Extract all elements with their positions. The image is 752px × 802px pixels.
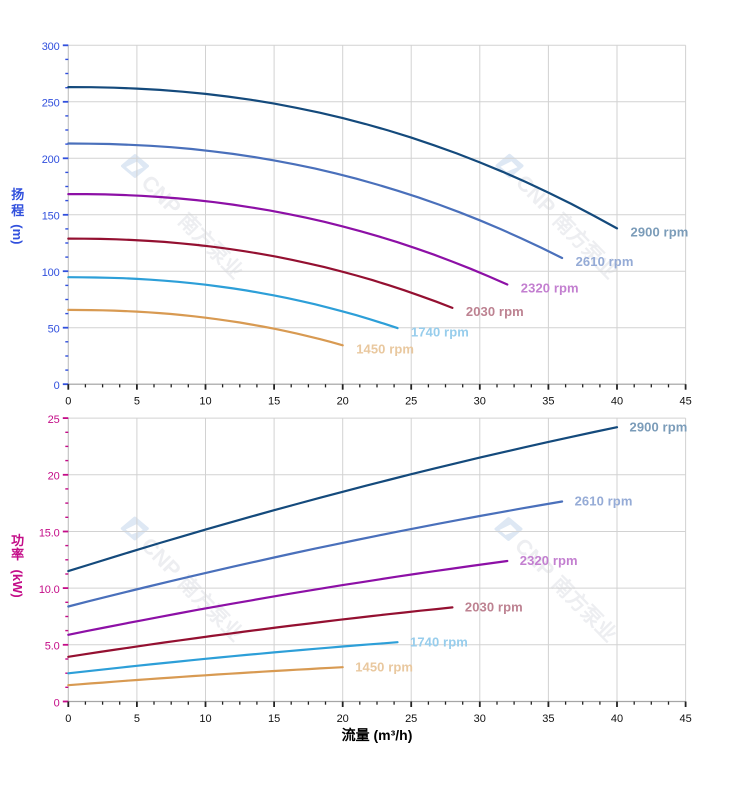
svg-text:(m): (m) bbox=[10, 224, 25, 244]
svg-text:25: 25 bbox=[405, 396, 417, 408]
svg-text:30: 30 bbox=[474, 396, 486, 408]
svg-text:0: 0 bbox=[54, 697, 60, 709]
svg-text:1740 rpm: 1740 rpm bbox=[410, 634, 468, 649]
svg-text:流量 (m³/h): 流量 (m³/h) bbox=[342, 727, 413, 743]
svg-text:20: 20 bbox=[48, 471, 60, 483]
svg-text:200: 200 bbox=[42, 154, 60, 166]
svg-text:0: 0 bbox=[65, 713, 71, 725]
svg-text:功: 功 bbox=[11, 533, 24, 548]
svg-text:2900 rpm: 2900 rpm bbox=[631, 225, 689, 240]
svg-text:扬: 扬 bbox=[11, 187, 24, 202]
svg-text:1450 rpm: 1450 rpm bbox=[356, 342, 414, 357]
svg-text:40: 40 bbox=[611, 396, 623, 408]
svg-text:15: 15 bbox=[268, 396, 280, 408]
svg-text:15: 15 bbox=[268, 713, 280, 725]
svg-text:50: 50 bbox=[48, 324, 60, 336]
svg-text:0: 0 bbox=[65, 396, 71, 408]
svg-text:45: 45 bbox=[679, 713, 691, 725]
svg-text:(kW): (kW) bbox=[10, 570, 25, 598]
svg-text:5: 5 bbox=[134, 396, 140, 408]
svg-text:5: 5 bbox=[134, 713, 140, 725]
svg-text:45: 45 bbox=[679, 396, 691, 408]
svg-text:100: 100 bbox=[42, 267, 60, 279]
svg-text:10: 10 bbox=[199, 396, 211, 408]
svg-text:程: 程 bbox=[11, 203, 24, 218]
svg-text:20: 20 bbox=[337, 396, 349, 408]
svg-text:2320 rpm: 2320 rpm bbox=[520, 553, 578, 568]
svg-text:300: 300 bbox=[42, 41, 60, 53]
svg-text:1450 rpm: 1450 rpm bbox=[355, 659, 413, 674]
svg-text:2610 rpm: 2610 rpm bbox=[575, 494, 633, 509]
svg-text:0: 0 bbox=[54, 380, 60, 392]
svg-text:5.0: 5.0 bbox=[45, 641, 60, 653]
svg-text:40: 40 bbox=[611, 713, 623, 725]
svg-text:250: 250 bbox=[42, 98, 60, 110]
svg-text:2610 rpm: 2610 rpm bbox=[576, 254, 634, 269]
svg-text:2030 rpm: 2030 rpm bbox=[465, 600, 523, 615]
svg-text:30: 30 bbox=[474, 713, 486, 725]
svg-text:20: 20 bbox=[337, 713, 349, 725]
svg-text:35: 35 bbox=[542, 713, 554, 725]
svg-text:率: 率 bbox=[11, 547, 24, 562]
svg-text:1740 rpm: 1740 rpm bbox=[411, 324, 469, 339]
svg-text:2900 rpm: 2900 rpm bbox=[630, 419, 688, 434]
svg-text:150: 150 bbox=[42, 211, 60, 223]
svg-text:25: 25 bbox=[405, 713, 417, 725]
svg-text:35: 35 bbox=[542, 396, 554, 408]
svg-text:2030 rpm: 2030 rpm bbox=[466, 304, 524, 319]
svg-text:15.0: 15.0 bbox=[39, 527, 60, 539]
svg-text:2320 rpm: 2320 rpm bbox=[521, 281, 579, 296]
svg-text:25: 25 bbox=[48, 414, 60, 426]
svg-text:10.0: 10.0 bbox=[39, 584, 60, 596]
svg-text:10: 10 bbox=[199, 713, 211, 725]
